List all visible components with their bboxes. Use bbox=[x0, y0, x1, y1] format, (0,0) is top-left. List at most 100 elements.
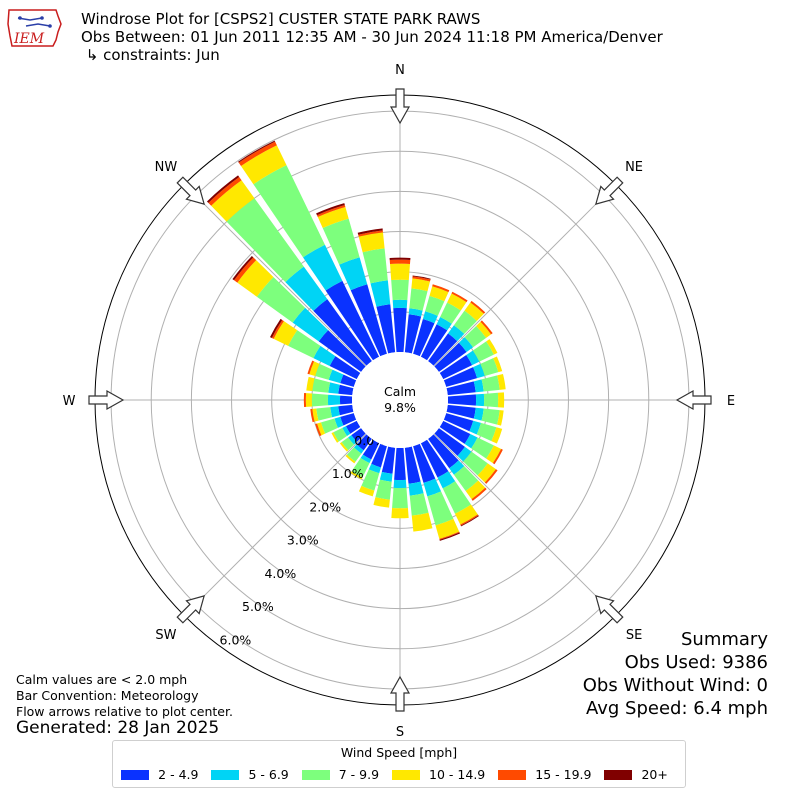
windrose-segment bbox=[476, 321, 492, 338]
legend-label: 5 - 6.9 bbox=[248, 767, 289, 782]
windrose-segment bbox=[429, 286, 449, 302]
windrose-segment bbox=[408, 481, 424, 496]
legend-swatch bbox=[211, 769, 240, 780]
calm-note: Calm values are < 2.0 mph bbox=[16, 672, 188, 687]
windrose-segment bbox=[420, 324, 448, 361]
windrose-segment bbox=[320, 418, 338, 434]
windrose-segment bbox=[394, 447, 406, 481]
windrose-segment bbox=[315, 423, 322, 437]
windrose-segment bbox=[412, 276, 431, 282]
legend-item: 5 - 6.9 bbox=[211, 767, 289, 782]
direction-label: NW bbox=[155, 160, 178, 175]
windrose-segment bbox=[389, 259, 411, 265]
radial-tick-label: 5.0% bbox=[242, 599, 274, 614]
windrose-segment bbox=[460, 514, 479, 526]
notes-block: Calm values are < 2.0 mph Bar Convention… bbox=[16, 672, 233, 720]
windrose-segment bbox=[339, 442, 349, 452]
windrose-segment bbox=[435, 518, 460, 539]
windrose-segment bbox=[427, 491, 454, 526]
windrose-segment bbox=[285, 266, 328, 311]
flow-arrow bbox=[675, 389, 712, 411]
windrose-segment bbox=[484, 469, 498, 484]
windrose-segment bbox=[311, 393, 329, 407]
radial-tick-label: 2.0% bbox=[309, 499, 341, 514]
windrose-segment bbox=[463, 451, 488, 476]
windrose-segment bbox=[412, 275, 431, 280]
windrose-segment bbox=[409, 493, 429, 516]
windrose-segment bbox=[434, 428, 465, 456]
windrose-segment bbox=[413, 443, 436, 483]
windrose-segment bbox=[341, 437, 355, 451]
windrose-segment bbox=[362, 248, 388, 284]
windrose-segment bbox=[292, 307, 329, 342]
windrose-segment bbox=[432, 284, 450, 293]
windrose-segment bbox=[334, 416, 344, 428]
windrose-segment bbox=[331, 432, 339, 443]
flow-arrow bbox=[176, 176, 205, 205]
calm-percent: 9.8% bbox=[384, 400, 416, 415]
windrose-segment bbox=[330, 406, 340, 418]
windrose-segment bbox=[353, 444, 364, 454]
windrose-segment bbox=[318, 330, 366, 372]
windrose-segment bbox=[340, 413, 357, 426]
windrose-segment bbox=[313, 345, 336, 367]
windrose-segment bbox=[370, 280, 391, 307]
windrose-segment bbox=[393, 307, 407, 353]
windrose-segment bbox=[357, 228, 383, 235]
legend-label: 15 - 19.9 bbox=[535, 767, 592, 782]
windrose-segment bbox=[346, 447, 362, 462]
windrose-segment bbox=[413, 319, 435, 357]
windrose-segment bbox=[477, 463, 496, 483]
windrose-segment bbox=[411, 512, 433, 532]
grid-spoke bbox=[183, 183, 367, 367]
windrose-segment bbox=[211, 180, 255, 222]
windrose-segment bbox=[443, 413, 474, 432]
flow-arrows-note: Flow arrows relative to plot center. bbox=[16, 704, 233, 719]
windrose-segment bbox=[480, 320, 493, 335]
windrose-segment bbox=[206, 175, 240, 203]
grid-spoke bbox=[183, 433, 367, 617]
windrose-segment bbox=[473, 363, 485, 379]
windrose-segment bbox=[303, 244, 343, 291]
direction-label: N bbox=[395, 63, 405, 78]
windrose-segment bbox=[361, 469, 380, 491]
plot-title: Windrose Plot for [CSPS2] CUSTER STATE P… bbox=[81, 10, 663, 64]
windrose-segment bbox=[457, 446, 472, 462]
windrose-segment bbox=[271, 319, 284, 339]
windrose-segment bbox=[460, 515, 479, 527]
summary-block: Summary Obs Used: 9386 Obs Without Wind:… bbox=[583, 628, 768, 720]
windrose-segment bbox=[409, 288, 428, 311]
direction-label: SE bbox=[626, 628, 642, 643]
windrose-segment bbox=[351, 428, 366, 442]
windrose-segment bbox=[345, 420, 361, 434]
legend-swatch bbox=[121, 769, 150, 780]
radial-tick-label: 3.0% bbox=[287, 533, 319, 548]
windrose-segment bbox=[437, 471, 456, 489]
windrose-segment bbox=[288, 330, 321, 359]
windrose-segment bbox=[439, 354, 473, 380]
windrose-segment bbox=[328, 382, 340, 394]
windrose-segment bbox=[316, 203, 345, 216]
windrose-segment bbox=[358, 485, 375, 497]
windrose-segment bbox=[315, 363, 333, 380]
windrose-segment bbox=[451, 291, 468, 303]
windrose-segment bbox=[439, 532, 461, 541]
windrose-segment bbox=[234, 257, 257, 283]
radial-tick-label: 1.0% bbox=[332, 466, 364, 481]
windrose-segment bbox=[393, 479, 407, 489]
windrose-segment bbox=[253, 165, 325, 258]
windrose-segment bbox=[339, 257, 368, 291]
grid-spoke bbox=[433, 433, 617, 617]
windrose-segment bbox=[317, 206, 349, 229]
windrose-segment bbox=[368, 463, 381, 474]
legend-label: 20+ bbox=[641, 767, 668, 782]
windrose-segment bbox=[404, 446, 421, 484]
windrose-segment bbox=[436, 317, 452, 331]
grid-spoke bbox=[433, 183, 617, 367]
windrose-segment bbox=[453, 310, 477, 334]
windrose-segment bbox=[309, 361, 320, 376]
radial-tick-labels: 0.0%1.0%2.0%3.0%4.0%5.0%6.0% bbox=[220, 433, 387, 648]
legend-swatch bbox=[498, 769, 527, 780]
direction-label: E bbox=[727, 394, 735, 409]
